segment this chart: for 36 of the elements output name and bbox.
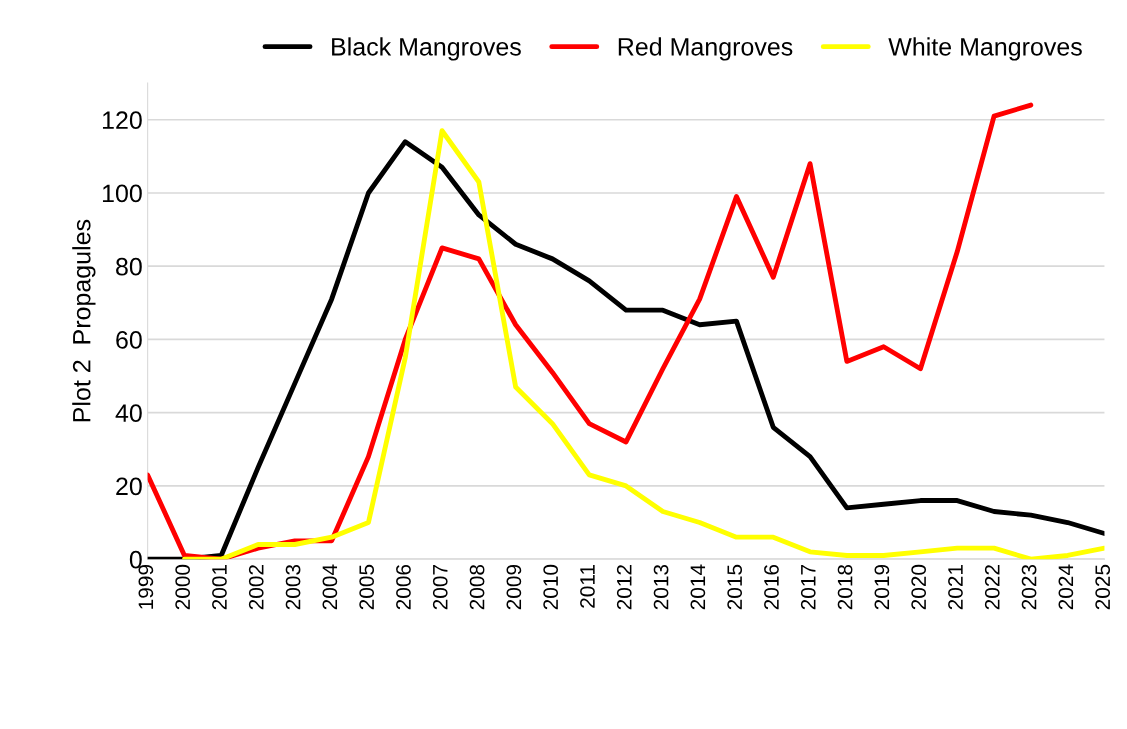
x-tick-label: 2022: [984, 565, 1000, 610]
x-tick-label: 2023: [1021, 564, 1037, 610]
x-tick-label: 2004: [322, 564, 338, 610]
x-tick-label: 2020: [911, 564, 927, 610]
x-tick-label: 2007: [432, 565, 448, 610]
y-tick-label: 20: [116, 477, 142, 496]
y-tick-label: 80: [116, 257, 142, 276]
legend-label: Red Mangroves: [618, 37, 793, 61]
y-tick-label: 100: [102, 184, 142, 203]
x-tick-label: 2024: [1058, 564, 1074, 610]
y-tick-label: 40: [115, 404, 142, 422]
legend-label: White Mangroves: [888, 37, 1082, 61]
x-tick-label: 2005: [359, 564, 375, 610]
x-tick-label: 2018: [837, 564, 853, 610]
x-tick-label: 2009: [506, 564, 522, 610]
x-tick-label: 2016: [764, 564, 779, 610]
x-tick-label: 2017: [800, 565, 816, 610]
x-tick-label: 2019: [874, 564, 890, 610]
x-tick-label: 2010: [543, 564, 559, 610]
x-tick-label: 2012: [616, 565, 632, 610]
x-tick-label: 2006: [396, 564, 411, 610]
x-tick-label: 2003: [285, 564, 301, 610]
x-tick-label: 2025: [1095, 564, 1111, 610]
x-tick-label: 2000: [175, 564, 191, 610]
y-axis-title: Plot 2 Propagules: [72, 219, 96, 422]
x-tick-label: 2015: [727, 564, 743, 610]
x-tick-label: 2013: [653, 564, 669, 610]
x-tick-label: 2002: [248, 565, 264, 610]
y-tick-label: 60: [116, 331, 142, 349]
x-tick-label: 2008: [469, 564, 485, 610]
x-tick-label: 2014: [690, 564, 706, 610]
x-tick-label: 2011: [580, 565, 595, 608]
legend-label: Black Mangroves: [332, 37, 521, 61]
x-tick-label: 2001: [212, 565, 227, 610]
y-tick-label: 120: [102, 111, 142, 130]
x-tick-label: 2021: [948, 565, 963, 610]
